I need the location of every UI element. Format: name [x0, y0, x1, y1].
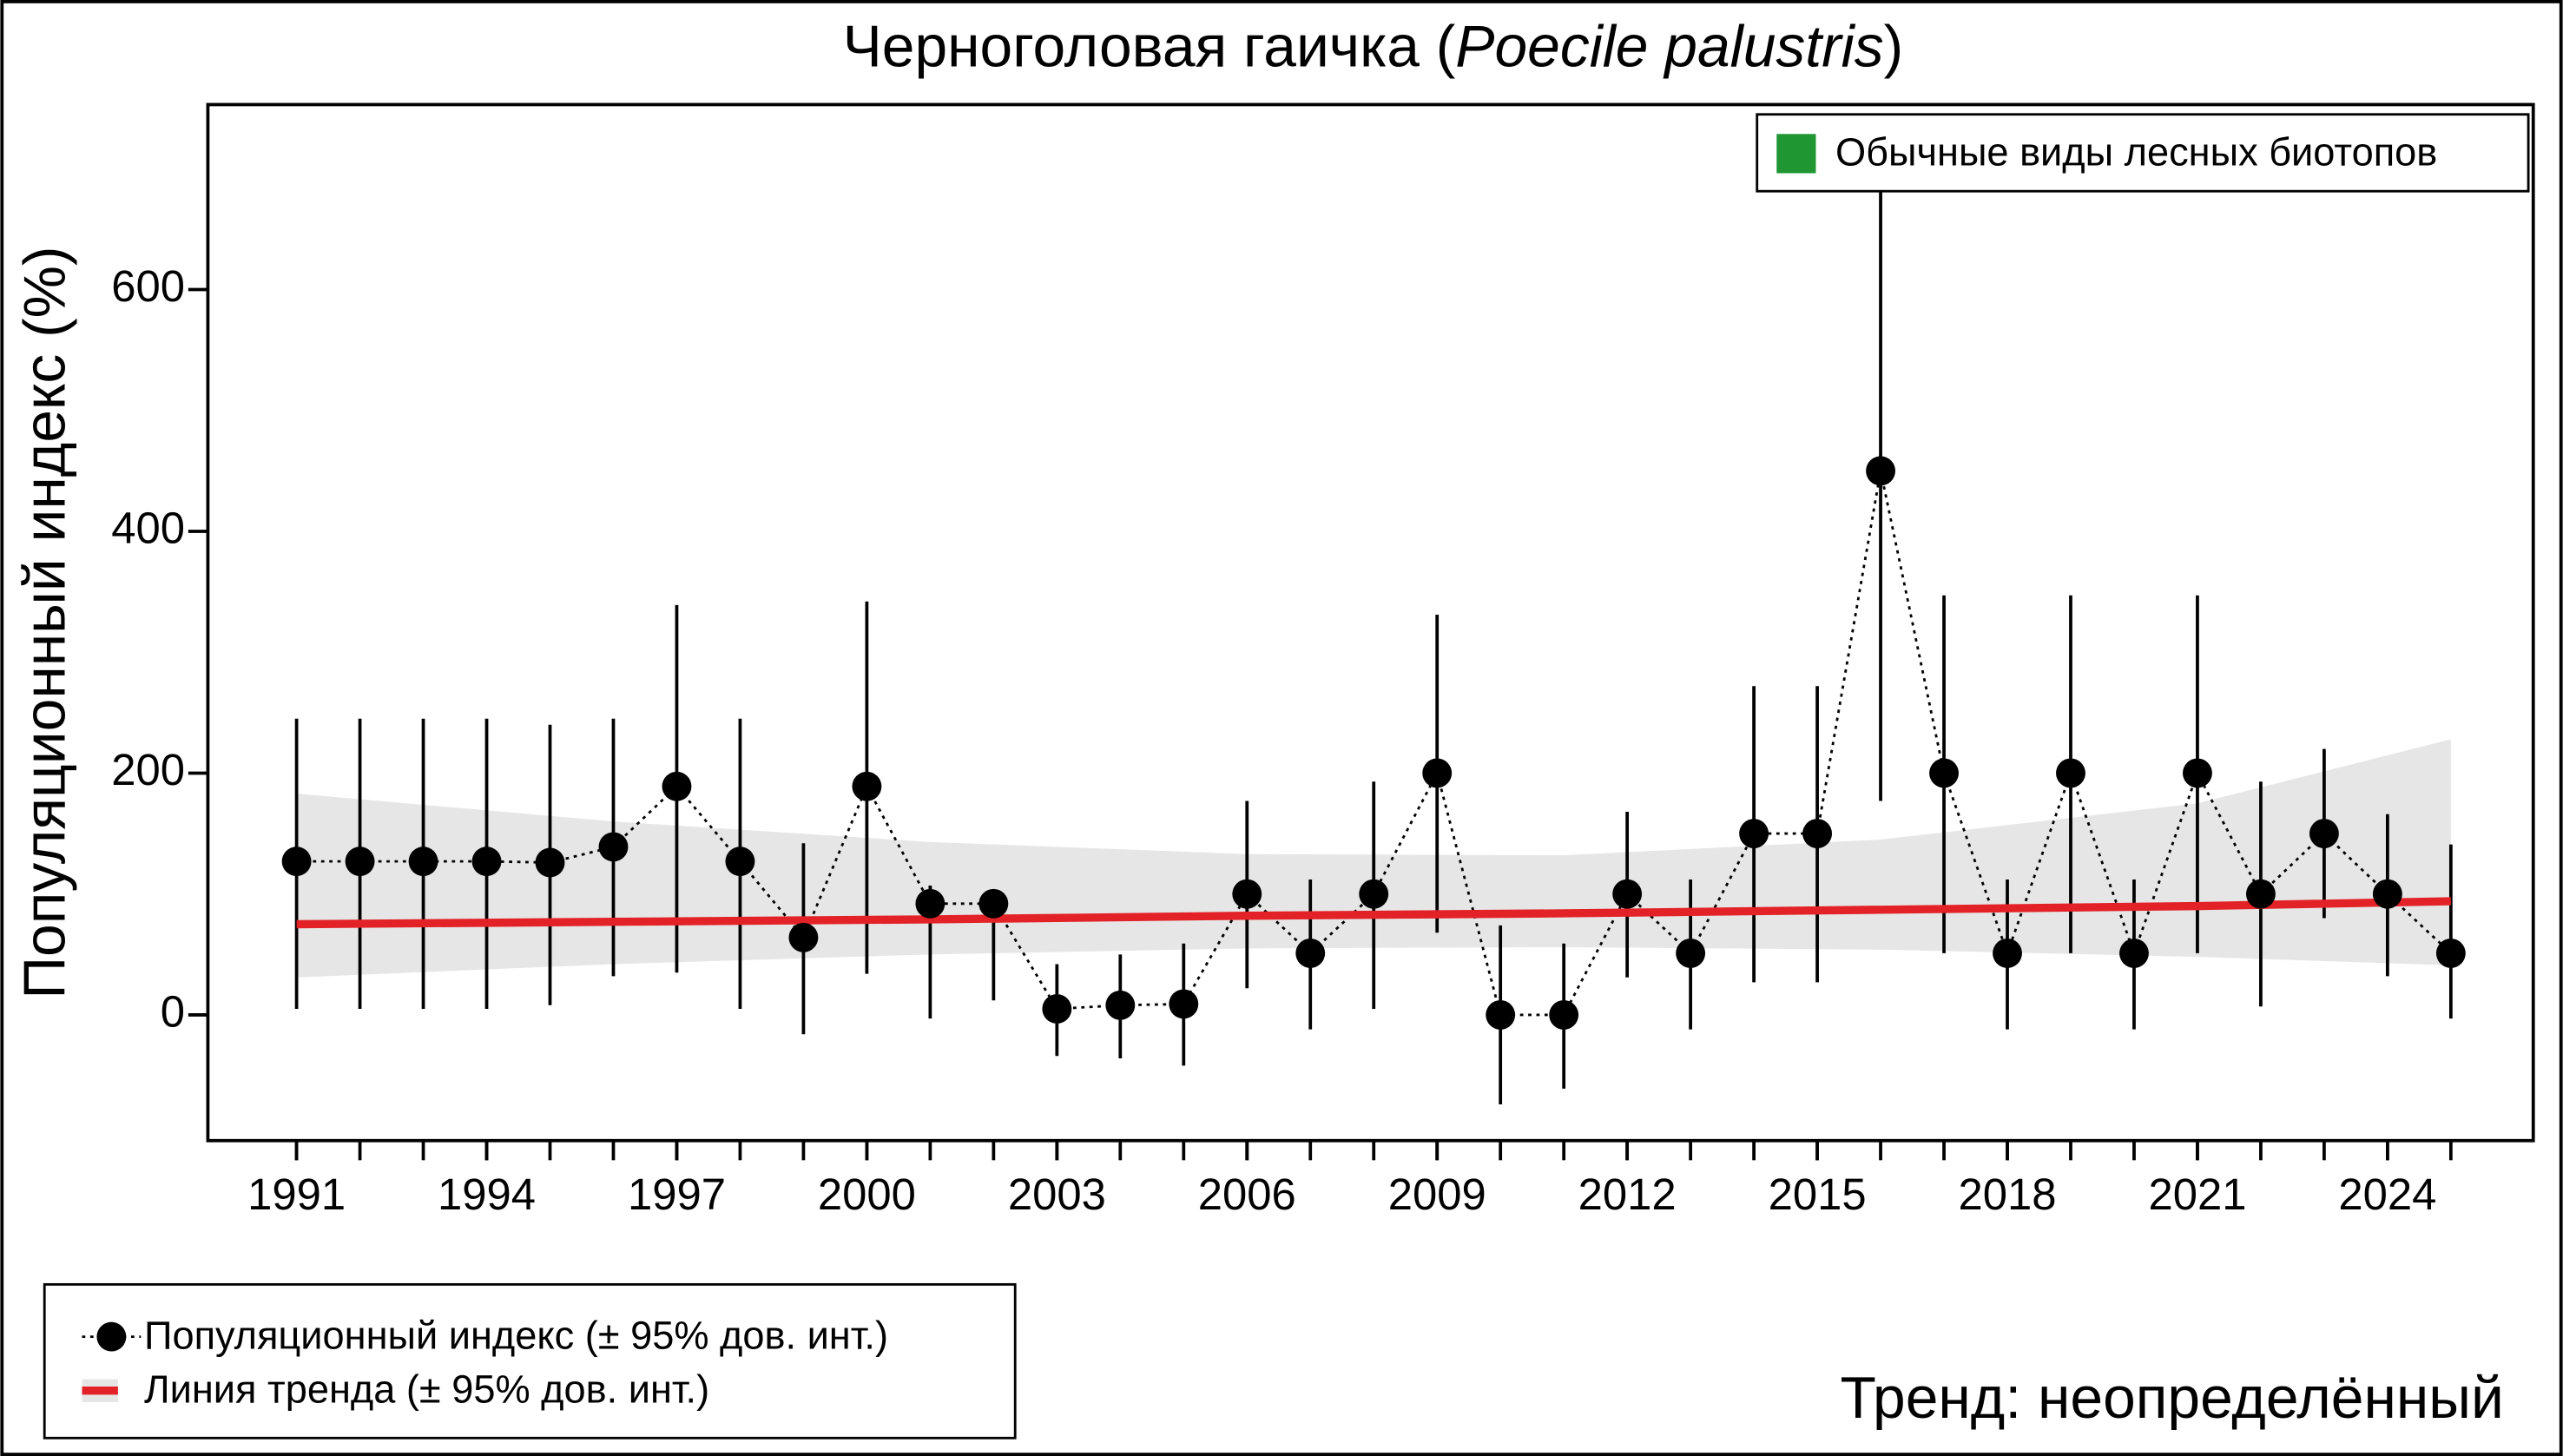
y-axis-label: Популяционный индекс (%)	[13, 247, 78, 999]
y-tick-label: 0	[161, 986, 185, 1036]
plot-frame	[206, 102, 2535, 1143]
data-point	[1993, 938, 2022, 968]
data-point	[1929, 758, 1959, 788]
title-species: Poecile palustris	[1455, 14, 1883, 79]
data-point	[2309, 819, 2339, 849]
legend-label: Популяционный индекс (± 95% дов. инт.)	[144, 1313, 888, 1357]
group-legend-swatch	[1776, 134, 1816, 174]
data-point	[1802, 819, 1833, 849]
data-point	[2245, 879, 2276, 909]
data-point	[408, 847, 438, 877]
data-point	[471, 847, 502, 877]
legend-box	[43, 1282, 1017, 1440]
x-tick-label: 2024	[2338, 1169, 2436, 1219]
y-tick-label: 400	[111, 503, 185, 552]
x-tick-label: 2021	[2148, 1169, 2246, 1219]
trend-annotation: Тренд: неопределённый	[1840, 1366, 2503, 1431]
x-tick-label: 2009	[1388, 1169, 1486, 1219]
x-tick-label: 2003	[1008, 1169, 1106, 1219]
data-point	[1105, 990, 1136, 1020]
data-point	[662, 771, 692, 801]
data-point	[1549, 999, 1579, 1030]
data-point	[1866, 456, 1895, 486]
data-point	[1676, 938, 1706, 968]
y-tick-label: 600	[111, 261, 185, 311]
y-tick-label: 200	[111, 745, 185, 794]
x-tick-label: 2000	[818, 1169, 916, 1219]
data-point	[1295, 938, 1326, 968]
x-tick-label: 2012	[1578, 1169, 1677, 1219]
legend-label: Линия тренда (± 95% дов. инт.)	[144, 1367, 709, 1412]
data-point	[1169, 989, 1199, 1019]
data-point	[1739, 819, 1769, 849]
group-legend-label: Обычные виды лесных биотопов	[1835, 130, 2437, 175]
data-point	[1042, 994, 1072, 1024]
data-point	[2372, 879, 2402, 909]
data-point	[535, 847, 565, 878]
chart-title: Черноголовая гаичка (Poecile palustris)	[843, 14, 1904, 79]
data-point	[1612, 879, 1643, 909]
data-point	[598, 832, 629, 862]
x-tick-label: 2006	[1198, 1169, 1296, 1219]
data-point	[1232, 879, 1262, 909]
data-point	[1422, 758, 1453, 788]
data-point	[1359, 879, 1389, 909]
data-point	[725, 847, 755, 877]
data-point	[788, 922, 819, 952]
x-tick-label: 1991	[247, 1169, 346, 1219]
data-point	[978, 888, 1009, 919]
data-point	[2056, 758, 2085, 788]
data-point	[2183, 758, 2212, 788]
data-point	[852, 771, 882, 801]
data-point	[2119, 938, 2149, 968]
title-text: Черноголовая гаичка (	[843, 14, 1456, 79]
data-point	[345, 847, 375, 877]
legend-index-marker	[96, 1321, 127, 1352]
data-point	[281, 847, 312, 877]
data-point	[2435, 938, 2466, 968]
x-tick-label: 2018	[1959, 1169, 2057, 1219]
x-tick-label: 2015	[1769, 1169, 1867, 1219]
data-point	[915, 888, 945, 919]
x-tick-label: 1997	[628, 1169, 726, 1219]
data-point	[1486, 999, 1516, 1030]
title-text: )	[1884, 14, 1904, 79]
trend-line	[296, 897, 2451, 929]
x-tick-label: 1994	[438, 1169, 536, 1219]
group-legend-box	[1756, 113, 2530, 193]
